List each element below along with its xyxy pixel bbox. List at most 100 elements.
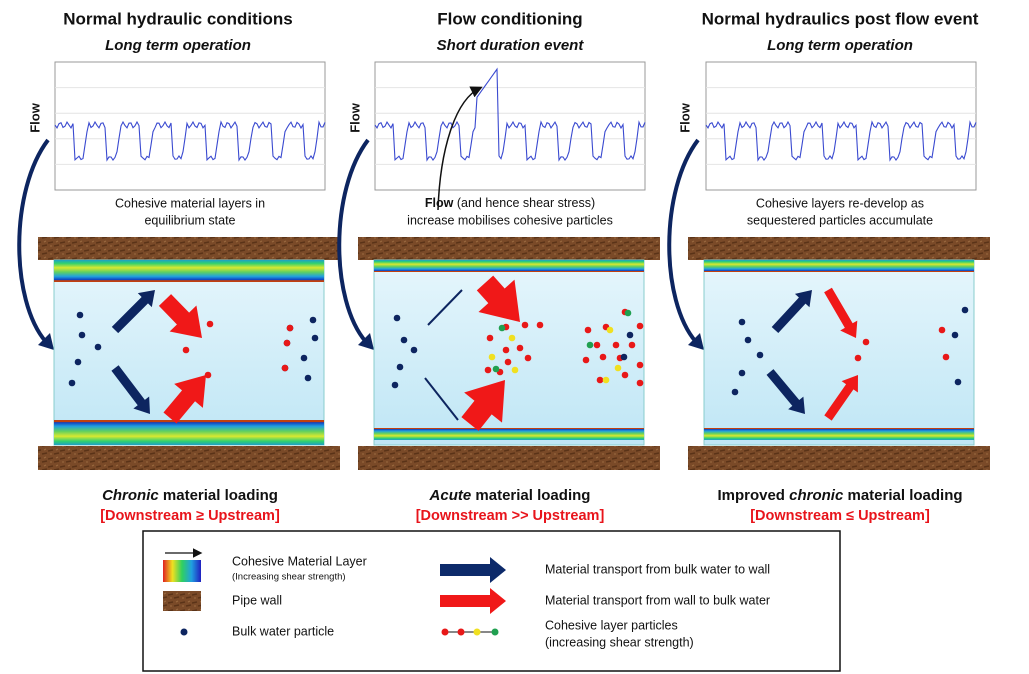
legend-label: Cohesive layer particles xyxy=(545,618,678,632)
flow-trace xyxy=(705,120,977,162)
pipe-wall xyxy=(688,446,990,470)
flow-link-arrow xyxy=(17,138,50,344)
axis-label: Flow xyxy=(347,102,362,132)
particle xyxy=(738,318,746,326)
particle xyxy=(521,321,529,329)
particle xyxy=(524,354,532,362)
description: equilibrium state xyxy=(144,213,235,227)
bulk-water xyxy=(703,259,975,446)
panel-subtitle: Long term operation xyxy=(105,37,251,54)
transport-arrow xyxy=(766,369,805,414)
caption-rest: material loading xyxy=(848,487,963,504)
pipe-wall xyxy=(358,237,660,260)
cohesive-layer xyxy=(54,420,324,445)
particle xyxy=(204,371,212,379)
particle xyxy=(300,354,308,362)
diagram-shapes xyxy=(17,61,990,470)
particle xyxy=(488,353,496,361)
particle xyxy=(942,353,950,361)
legend-arrow-to-bulk xyxy=(440,588,506,614)
flow-trace xyxy=(54,120,326,162)
transport-arrow xyxy=(476,275,520,322)
transport-arrow xyxy=(163,375,206,424)
particle xyxy=(586,341,594,349)
particle xyxy=(738,369,746,377)
spike-pointer xyxy=(437,86,483,211)
legend-label: Bulk water particle xyxy=(232,624,334,638)
transport-arrow xyxy=(158,294,202,338)
panel-subtitle: Short duration event xyxy=(437,37,585,54)
particle xyxy=(596,376,604,384)
cohesive-layer xyxy=(704,428,974,440)
cohesive-layer xyxy=(374,260,644,272)
particle xyxy=(612,341,620,349)
particle xyxy=(624,309,632,317)
particle xyxy=(938,326,946,334)
legend-sublabel: (Increasing shear strength) xyxy=(232,572,346,583)
transport-arrow xyxy=(111,290,155,334)
bulk-water xyxy=(53,259,325,446)
particle xyxy=(76,311,84,319)
particle xyxy=(484,366,492,374)
caption-rest: material loading xyxy=(163,487,278,504)
legend-wall-swatch xyxy=(163,591,201,611)
caption-emphasis: Chronic xyxy=(102,487,159,504)
particle xyxy=(391,381,399,389)
particle xyxy=(286,324,294,332)
panel-title: Normal hydraulics post flow event xyxy=(702,9,979,28)
particle xyxy=(498,324,506,332)
flow-trace xyxy=(374,67,646,162)
particle xyxy=(582,356,590,364)
description-bold: Flow xyxy=(425,196,454,210)
relation: [Downstream ≤ Upstream] xyxy=(750,508,930,524)
particle xyxy=(511,366,519,374)
particle xyxy=(396,363,404,371)
legend-label: (increasing shear strength) xyxy=(545,635,694,649)
legend-label: Cohesive Material Layer xyxy=(232,554,367,568)
panel-subtitle: Long term operation xyxy=(767,37,913,54)
pipe-wall xyxy=(358,446,660,470)
particle xyxy=(636,322,644,330)
panel-title: Normal hydraulic conditions xyxy=(63,9,293,28)
particle xyxy=(182,346,190,354)
description: increase mobilises cohesive particles xyxy=(407,213,613,227)
particle xyxy=(731,388,739,396)
transport-arrow xyxy=(111,365,150,414)
caption: Chronic material loading xyxy=(102,487,278,504)
legend-arrow-to-wall xyxy=(440,557,506,583)
particle xyxy=(74,358,82,366)
particle xyxy=(400,336,408,344)
pipe-wall xyxy=(38,446,340,470)
caption-rest: material loading xyxy=(475,487,590,504)
particle xyxy=(78,331,86,339)
caption-lead: Improved xyxy=(717,487,785,504)
caption-emphasis: chronic xyxy=(789,487,844,504)
particle xyxy=(508,334,516,342)
particle xyxy=(281,364,289,372)
particle xyxy=(606,326,614,334)
relation: [Downstream ≥ Upstream] xyxy=(100,508,280,524)
axis-label: Flow xyxy=(27,102,42,132)
particle xyxy=(756,351,764,359)
particle xyxy=(961,306,969,314)
particle xyxy=(584,326,592,334)
particle xyxy=(744,336,752,344)
particle xyxy=(954,378,962,386)
flow-link-arrow xyxy=(337,138,370,344)
flow-link-head xyxy=(688,333,704,350)
particle xyxy=(628,341,636,349)
particle xyxy=(68,379,76,387)
particle xyxy=(536,321,544,329)
legend-label: Material transport from wall to bulk wat… xyxy=(545,593,770,607)
particle xyxy=(492,365,500,373)
caption: Improved chronic material loading xyxy=(717,487,962,504)
transport-arrow xyxy=(824,375,858,421)
particle xyxy=(304,374,312,382)
description-rest: (and hence shear stress) xyxy=(457,196,595,210)
particle xyxy=(626,331,634,339)
transport-line xyxy=(427,289,463,326)
particle xyxy=(854,354,862,362)
description: Cohesive layers re-develop as xyxy=(756,196,924,210)
transport-line xyxy=(424,377,459,421)
